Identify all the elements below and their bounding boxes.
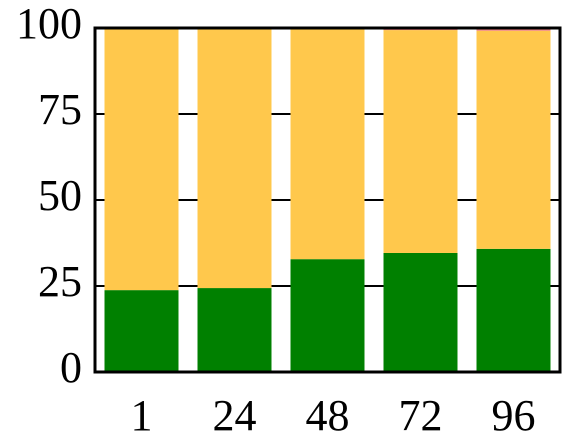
x-tick-label: 24: [213, 391, 257, 440]
y-tick-label: 25: [38, 257, 82, 306]
y-tick-label: 0: [60, 343, 82, 392]
bar-segment: [476, 30, 551, 249]
x-tick-label: 72: [399, 391, 443, 440]
bar-segment: [383, 252, 458, 372]
y-tick-label: 75: [38, 85, 82, 134]
bar-segment: [104, 290, 179, 372]
bar-segment: [383, 30, 458, 253]
bar-segment: [197, 28, 272, 289]
bar-segment: [104, 28, 179, 291]
y-tick-label: 100: [16, 0, 82, 48]
x-tick-label: 48: [306, 391, 350, 440]
x-tick-label: 1: [131, 391, 153, 440]
x-tick-label: 96: [492, 391, 536, 440]
plot-frame: [93, 26, 562, 374]
bar-segment: [197, 288, 272, 372]
bar-segment: [290, 28, 365, 260]
bar-segment: [290, 259, 365, 372]
y-tick-label: 50: [38, 171, 82, 220]
bar-segment: [476, 248, 551, 372]
